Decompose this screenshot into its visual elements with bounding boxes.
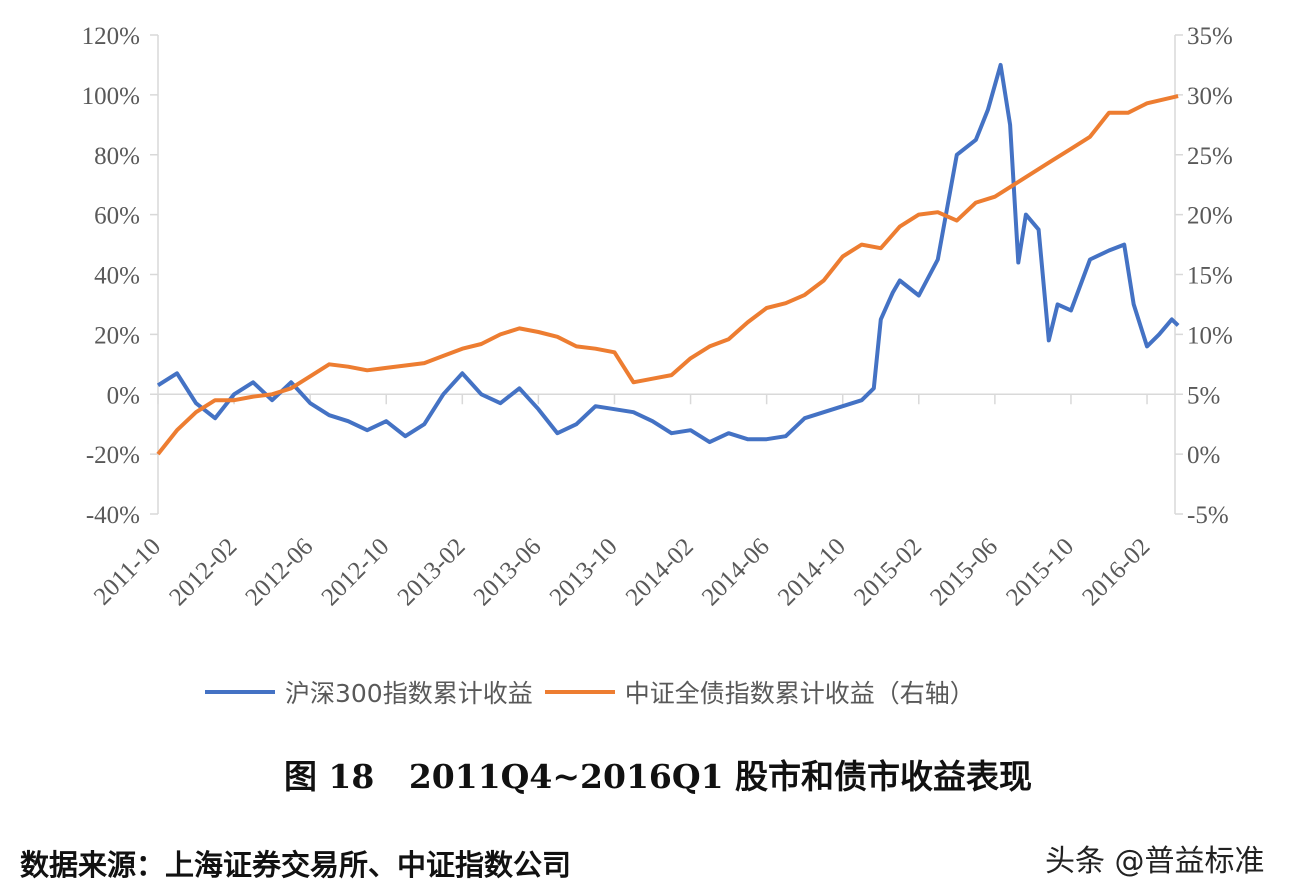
series-line-csi300 <box>156 62 1180 445</box>
y-left-tick-label: -20% <box>86 442 140 469</box>
legend-swatch-blue <box>205 690 275 694</box>
x-tick-label: 2014-06 <box>697 533 775 611</box>
series-group <box>156 62 1180 456</box>
x-tick-label: 2015-10 <box>1001 533 1079 611</box>
x-tick-label: 2013-06 <box>469 533 547 611</box>
figure-caption: 图 18 2011Q4~2016Q1 股市和债市收益表现 <box>283 757 1033 796</box>
chart: 120% 100% 80% 60% 40% 20% 0% -20% -40% 35% 30% 25% 2… <box>82 23 1233 611</box>
x-tick-label: 2014-02 <box>621 533 699 611</box>
legend: 沪深300指数累计收益 中证全债指数累计收益（右轴） <box>205 674 987 710</box>
data-source: 数据来源：上海证券交易所、中证指数公司 <box>20 848 572 882</box>
x-tick-label: 2013-10 <box>545 533 623 611</box>
y-right-tick-label: 20% <box>1187 203 1233 230</box>
y-right-tick-label: 25% <box>1187 143 1233 170</box>
legend-item-csi300: 沪深300指数累计收益 <box>205 674 533 710</box>
axes <box>150 34 1183 515</box>
y-right-tick-label: 30% <box>1187 83 1233 110</box>
x-tick-label: 2011-10 <box>89 533 166 610</box>
series-line-bond-index <box>156 94 1179 456</box>
y-left-tick-label: 120% <box>82 23 140 50</box>
x-tick-label: 2013-02 <box>393 533 471 611</box>
y-left-tick-label: 60% <box>94 203 140 230</box>
y-left-tick-label: 100% <box>82 83 140 110</box>
x-tick-label: 2014-10 <box>773 533 851 611</box>
legend-swatch-orange <box>544 690 615 694</box>
x-tick-label: 2012-10 <box>316 533 394 611</box>
y-right-tick-label: 10% <box>1187 322 1233 349</box>
y-left-tick-label: 0% <box>107 382 140 409</box>
legend-label: 沪深300指数累计收益 <box>285 679 533 708</box>
watermark: 头条 @普益标准 <box>1045 844 1265 879</box>
y-right-tick-label: 5% <box>1187 382 1220 409</box>
x-tick-label: 2016-02 <box>1077 533 1155 611</box>
x-tick-label: 2012-02 <box>164 533 242 611</box>
y-right-tick-label: 15% <box>1187 263 1233 290</box>
tick-labels: 120% 100% 80% 60% 40% 20% 0% -20% -40% 35% 30% 25% 2… <box>82 23 1233 611</box>
x-tick-label: 2015-02 <box>849 533 927 611</box>
y-left-tick-label: 40% <box>94 263 140 290</box>
y-right-tick-label: 35% <box>1187 23 1233 50</box>
x-tick-label: 2015-06 <box>925 533 1003 611</box>
legend-item-bond: 中证全债指数累计收益（右轴） <box>544 674 975 710</box>
legend-label: 中证全债指数累计收益（右轴） <box>624 679 975 708</box>
y-right-tick-label: -5% <box>1187 502 1229 529</box>
y-left-tick-label: 20% <box>94 322 140 349</box>
x-tick-label: 2012-06 <box>240 533 318 611</box>
y-left-tick-label: 80% <box>94 143 140 170</box>
y-left-tick-label: -40% <box>86 502 140 529</box>
y-right-tick-label: 0% <box>1187 442 1220 469</box>
